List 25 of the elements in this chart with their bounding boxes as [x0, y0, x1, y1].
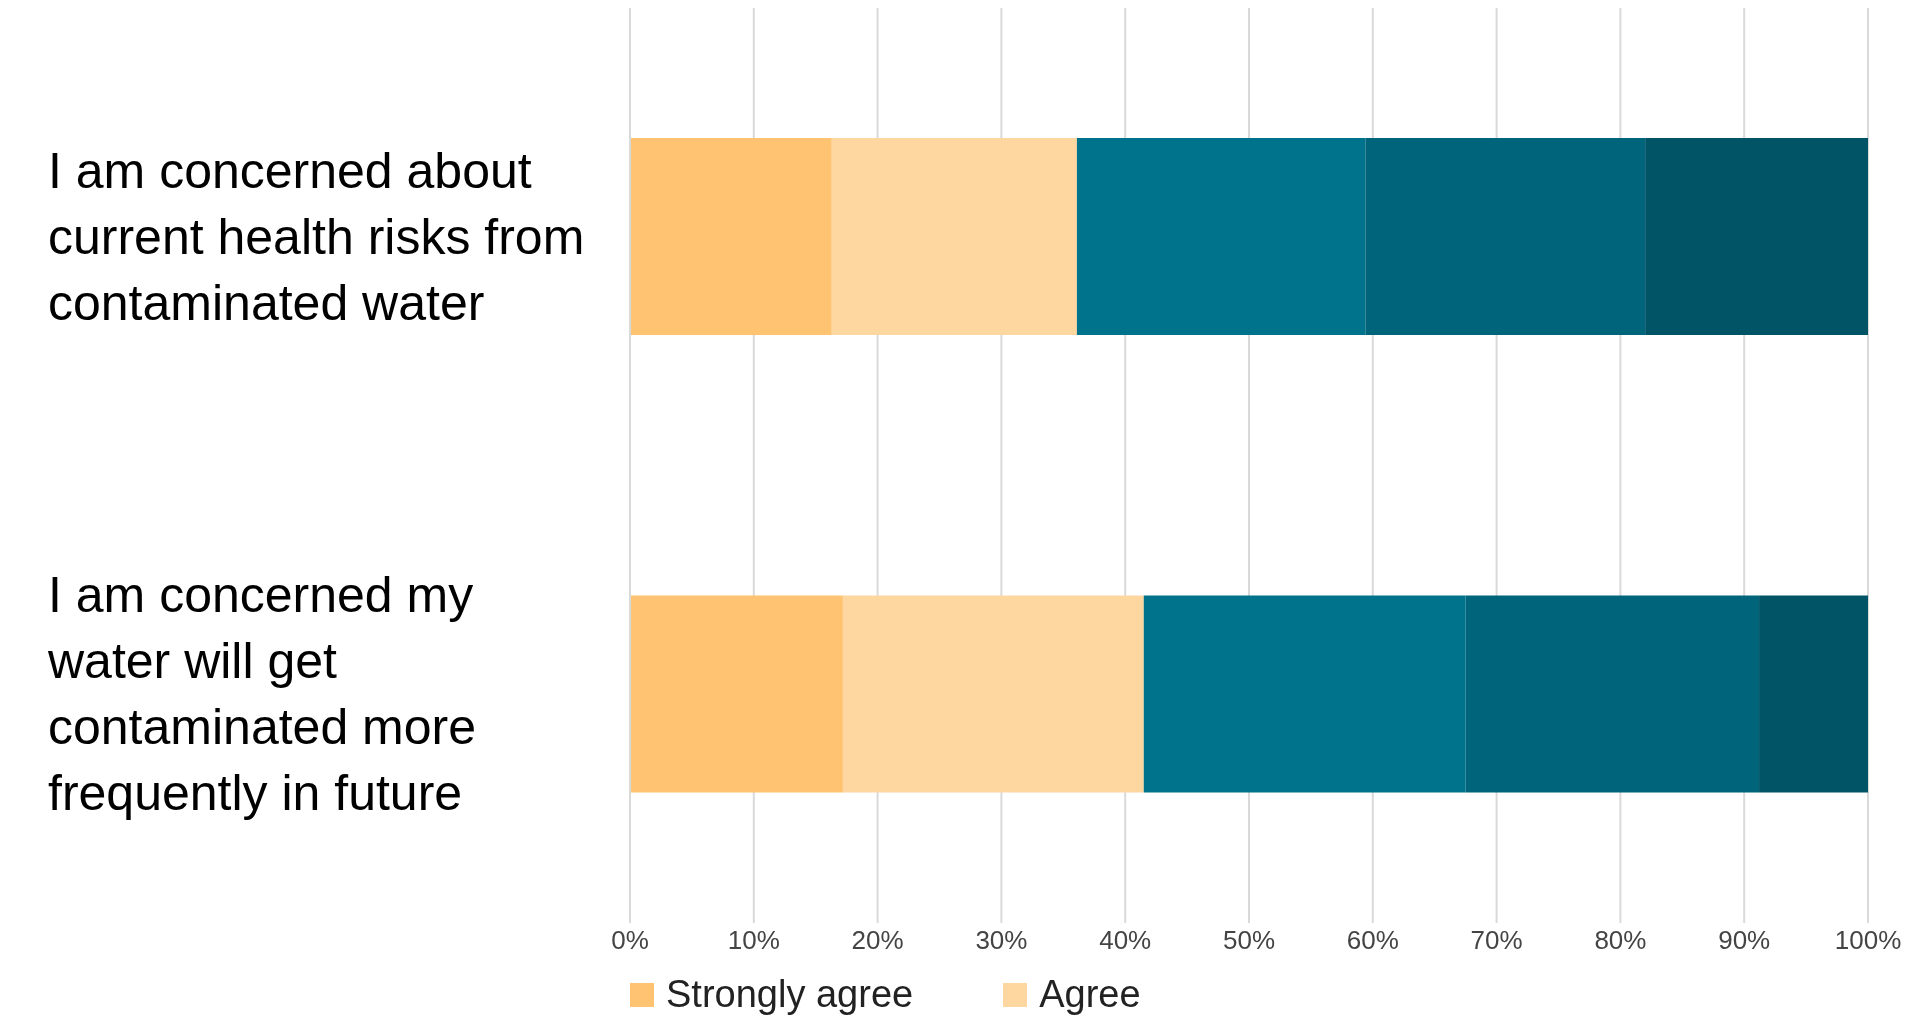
bar [1465, 595, 1760, 793]
y-tick-label: I am concerned about current health risks from contaminated water [48, 142, 585, 331]
legend-label: Strongly agree [666, 973, 914, 1016]
bar [1645, 138, 1868, 335]
x-tick-label: 0% [611, 925, 649, 956]
x-tick-label: 80% [1594, 925, 1647, 956]
bar [1759, 595, 1868, 793]
y-tick-label: I am concerned my water will get contaminated more frequently in future [47, 567, 477, 822]
x-tick-label: 60% [1346, 925, 1399, 956]
x-tick-label: 100% [1834, 925, 1902, 956]
x-tick-label: 30% [975, 925, 1028, 956]
bar [1365, 138, 1646, 335]
x-tick-label: 70% [1470, 925, 1523, 956]
bar [630, 138, 832, 335]
x-tick-label: 20% [851, 925, 904, 956]
bar [630, 595, 843, 793]
bar [1143, 595, 1466, 793]
bar [842, 595, 1144, 793]
bar [1076, 138, 1366, 335]
legend-label: Agree [1039, 973, 1141, 1016]
x-tick-label: 90% [1718, 925, 1771, 956]
x-tick-label: 40% [1099, 925, 1152, 956]
x-tick-label: 50% [1222, 925, 1276, 956]
bar [831, 138, 1077, 335]
x-tick-label: 10% [727, 925, 780, 956]
